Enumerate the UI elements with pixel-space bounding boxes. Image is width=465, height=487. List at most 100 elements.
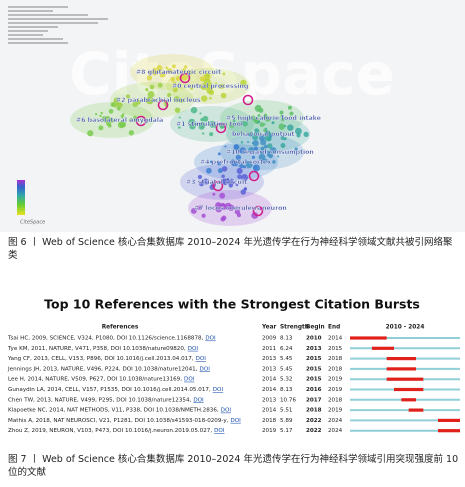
- strength: 5.17: [280, 428, 293, 434]
- node: [100, 111, 104, 115]
- node: [259, 122, 265, 127]
- node: [184, 65, 188, 69]
- node: [294, 147, 298, 151]
- begin: 2016: [306, 387, 322, 393]
- node: [217, 168, 223, 174]
- node: [222, 72, 226, 76]
- node: [272, 160, 276, 164]
- metadata-lines: [8, 6, 108, 44]
- node: [235, 154, 242, 161]
- year: 2014: [262, 377, 277, 383]
- node: [228, 204, 232, 209]
- end: 2014: [328, 336, 343, 342]
- node: [167, 71, 170, 74]
- year: 2013: [262, 356, 277, 362]
- node: [279, 110, 284, 115]
- node: [251, 155, 256, 159]
- node: [197, 174, 203, 180]
- node: [245, 160, 248, 163]
- node: [149, 84, 155, 90]
- node: [269, 134, 273, 138]
- column-header: Year: [261, 325, 277, 331]
- node: [199, 112, 202, 115]
- node: [178, 116, 181, 119]
- node: [159, 71, 166, 78]
- reference: Lee H, 2014, NATURE, V509, P627, DOI 10.…: [8, 377, 182, 383]
- doi-link: DOI: [221, 408, 232, 414]
- node: [251, 212, 259, 219]
- node: [250, 115, 256, 121]
- node: [236, 213, 242, 218]
- node: [181, 73, 189, 81]
- node: [267, 118, 271, 122]
- node: [120, 114, 124, 118]
- node: [257, 120, 261, 124]
- strength: 8.13: [280, 387, 293, 393]
- node: [145, 87, 149, 92]
- logo: CiteSpace: [20, 220, 45, 226]
- node: [240, 173, 248, 182]
- node: [146, 75, 153, 81]
- node: [240, 79, 247, 87]
- burst-node: [135, 115, 147, 127]
- cluster-label: #10 reward consumption: [226, 149, 314, 156]
- begin: 2018: [306, 408, 322, 414]
- node: [278, 123, 286, 130]
- node: [284, 125, 287, 128]
- node: [235, 183, 239, 187]
- begin: 2015: [306, 356, 322, 362]
- end: 2019: [328, 387, 343, 393]
- node: [117, 106, 121, 111]
- doi-link: DOI: [196, 356, 207, 362]
- cluster-label: #1 stimulation tool: [176, 121, 243, 128]
- node: [106, 121, 111, 127]
- burst-node: [252, 205, 264, 217]
- end: 2019: [328, 377, 343, 383]
- node: [232, 119, 236, 123]
- begin: 2013: [306, 346, 322, 352]
- node: [165, 66, 169, 70]
- burst-bar: [401, 398, 416, 402]
- burst-bar: [438, 429, 460, 433]
- node: [280, 114, 283, 117]
- node: [268, 153, 274, 159]
- reference: Mathis A, 2018, NAT NEUROSCI, V21, P1281…: [8, 418, 229, 424]
- cluster-label: #7 locus coeruleus neuron: [194, 205, 287, 212]
- begin: 2015: [306, 366, 322, 372]
- node: [295, 127, 302, 135]
- node: [206, 87, 213, 94]
- strength: 5.51: [280, 408, 293, 414]
- node: [217, 152, 221, 156]
- node: [209, 160, 213, 164]
- node: [240, 189, 247, 195]
- node: [108, 108, 114, 114]
- node: [209, 96, 212, 100]
- cluster-label: #3 striatal circuit: [186, 179, 247, 186]
- node: [145, 96, 153, 104]
- node: [198, 180, 205, 187]
- node: [277, 155, 280, 158]
- end: 2018: [328, 366, 343, 372]
- node: [280, 117, 285, 122]
- node: [128, 117, 134, 123]
- node: [287, 124, 294, 131]
- doi-link: DOI: [200, 366, 211, 372]
- burst-bar: [372, 346, 394, 350]
- year: 2013: [262, 366, 277, 372]
- node: [252, 134, 259, 141]
- burst-node: [179, 72, 191, 84]
- node: [248, 116, 251, 119]
- reference: Chen TW, 2013, NATURE, V499, P295, DOI 1…: [8, 397, 192, 403]
- node: [201, 213, 206, 218]
- network-figure: CiteSpace CiteSpace #8 glutamatergic cir…: [0, 0, 465, 232]
- node: [254, 104, 262, 112]
- begin: 2015: [306, 377, 322, 383]
- burst-bar: [386, 377, 424, 381]
- node: [220, 126, 223, 129]
- burst-node: [157, 99, 169, 111]
- node: [218, 207, 221, 210]
- node: [200, 95, 208, 102]
- node: [280, 143, 286, 148]
- node: [126, 94, 131, 99]
- node: [220, 202, 226, 208]
